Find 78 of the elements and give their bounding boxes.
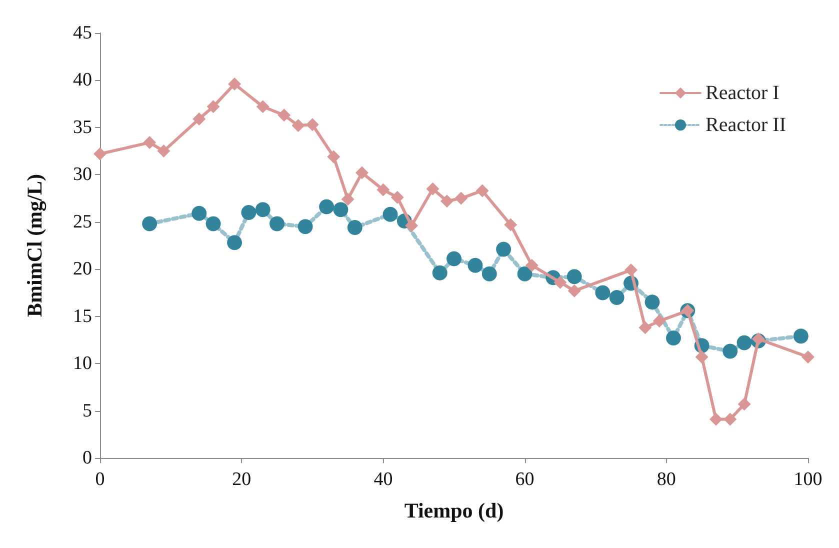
point [476, 184, 489, 198]
point [525, 258, 538, 272]
point [554, 276, 567, 289]
point [609, 290, 624, 305]
y-tick-label: 0 [82, 448, 92, 468]
point [298, 219, 313, 234]
point [270, 216, 284, 232]
point [292, 119, 305, 132]
point [738, 398, 751, 411]
point [157, 144, 170, 158]
y-tick-label: 20 [73, 258, 92, 280]
point [568, 284, 581, 298]
point [432, 265, 448, 280]
point [517, 266, 532, 282]
point [752, 332, 765, 346]
point [638, 321, 652, 334]
x-tick-label: 60 [515, 469, 534, 490]
point [206, 216, 221, 232]
point [595, 285, 610, 300]
point [454, 192, 468, 205]
point [802, 350, 814, 364]
point [666, 330, 681, 346]
point [228, 78, 242, 90]
point [376, 183, 390, 196]
point [724, 412, 737, 426]
x-tick-label: 20 [232, 469, 252, 490]
point [306, 118, 319, 132]
x-axis-title: Tiempo (d) [404, 498, 504, 522]
point [446, 251, 462, 266]
point [496, 242, 512, 257]
point [468, 258, 483, 273]
point [255, 202, 270, 218]
point [192, 206, 207, 221]
y-tick-label: 5 [82, 400, 92, 422]
point [644, 294, 660, 310]
point [319, 199, 334, 214]
x-tick-label: 100 [794, 469, 822, 490]
point [736, 335, 752, 350]
point [206, 100, 220, 114]
point [793, 328, 808, 344]
y-tick-label: 45 [73, 22, 92, 44]
point [278, 108, 291, 122]
y-tick-label: 10 [73, 353, 92, 374]
point [566, 269, 582, 284]
point [440, 194, 454, 208]
point [652, 314, 666, 328]
point [504, 218, 518, 232]
point [405, 219, 418, 232]
point [390, 190, 404, 204]
y-tick-label: 30 [73, 164, 92, 186]
point [192, 112, 206, 126]
point [94, 147, 106, 160]
point [695, 350, 708, 364]
point [426, 182, 440, 196]
point [227, 235, 242, 250]
point [482, 266, 497, 282]
point [143, 136, 156, 150]
point [341, 192, 354, 206]
point [256, 100, 270, 114]
point [327, 150, 340, 164]
x-tick-label: 40 [374, 469, 393, 490]
point [333, 202, 348, 218]
point [722, 344, 738, 359]
point [624, 264, 638, 277]
point [347, 220, 362, 236]
y-tick-label: 35 [73, 116, 92, 138]
point [355, 166, 368, 180]
x-tick-label: 80 [656, 469, 676, 490]
y-axis-title: BmimCl (mg/L) [22, 174, 46, 317]
point [382, 206, 398, 222]
point [241, 204, 256, 220]
point [142, 216, 158, 232]
point [709, 412, 722, 426]
legend-label: Reactor II [705, 114, 786, 136]
y-tick-label: 25 [73, 211, 92, 232]
y-tick-label: 15 [73, 306, 92, 327]
y-tick-label: 40 [73, 70, 92, 91]
legend-label: Reactor I [705, 82, 780, 104]
